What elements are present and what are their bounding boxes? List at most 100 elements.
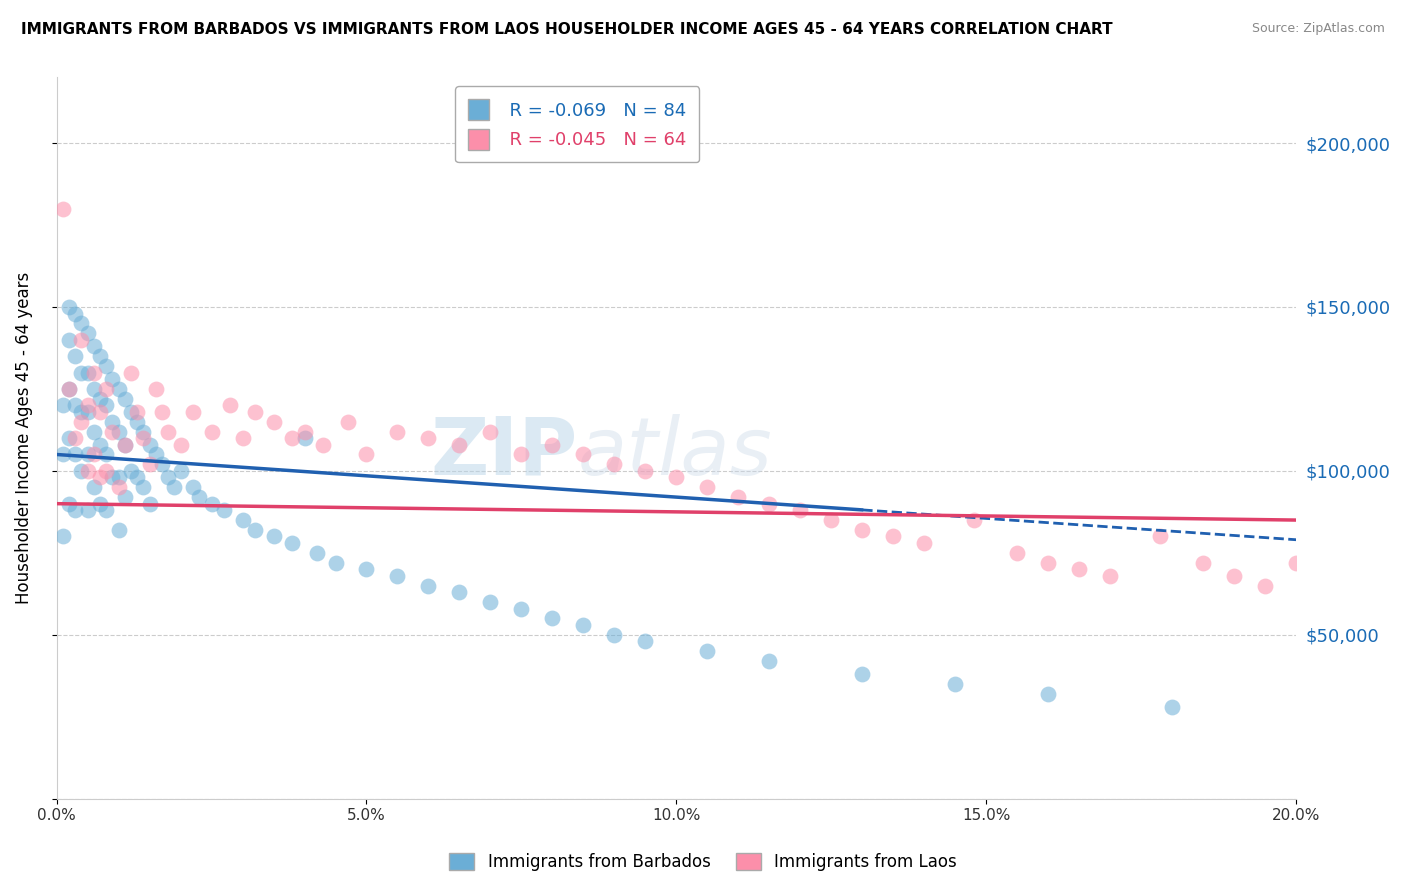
Point bbox=[281, 536, 304, 550]
Point bbox=[294, 431, 316, 445]
Point bbox=[120, 405, 142, 419]
Point bbox=[145, 382, 167, 396]
Point bbox=[169, 464, 191, 478]
Point bbox=[603, 458, 626, 472]
Point bbox=[387, 425, 409, 439]
Point bbox=[120, 366, 142, 380]
Point bbox=[634, 464, 657, 478]
Point bbox=[70, 316, 93, 330]
Point bbox=[163, 480, 186, 494]
Point bbox=[1149, 529, 1171, 543]
Point bbox=[1069, 562, 1091, 576]
Point bbox=[479, 595, 502, 609]
Point bbox=[89, 392, 111, 406]
Point bbox=[572, 618, 595, 632]
Point bbox=[83, 382, 105, 396]
Point bbox=[76, 503, 98, 517]
Point bbox=[603, 628, 626, 642]
Point bbox=[58, 497, 80, 511]
Point bbox=[634, 634, 657, 648]
Point bbox=[76, 464, 98, 478]
Point bbox=[89, 437, 111, 451]
Point bbox=[114, 437, 136, 451]
Point bbox=[114, 392, 136, 406]
Point bbox=[150, 458, 173, 472]
Point bbox=[1038, 556, 1060, 570]
Text: atlas: atlas bbox=[578, 414, 772, 491]
Point bbox=[132, 480, 155, 494]
Point bbox=[96, 398, 118, 412]
Point bbox=[89, 405, 111, 419]
Point bbox=[169, 437, 191, 451]
Point bbox=[789, 503, 811, 517]
Point bbox=[943, 677, 966, 691]
Point bbox=[127, 405, 149, 419]
Point bbox=[83, 448, 105, 462]
Point bbox=[127, 470, 149, 484]
Point bbox=[101, 372, 124, 386]
Point bbox=[263, 415, 285, 429]
Point bbox=[63, 503, 86, 517]
Point bbox=[449, 585, 471, 599]
Point bbox=[114, 490, 136, 504]
Point bbox=[83, 425, 105, 439]
Point bbox=[305, 546, 328, 560]
Point bbox=[263, 529, 285, 543]
Point bbox=[70, 464, 93, 478]
Point bbox=[52, 448, 75, 462]
Point bbox=[1285, 556, 1308, 570]
Point bbox=[63, 448, 86, 462]
Point bbox=[132, 431, 155, 445]
Point bbox=[356, 562, 378, 576]
Point bbox=[541, 611, 564, 625]
Point bbox=[1161, 700, 1184, 714]
Point bbox=[107, 523, 129, 537]
Point bbox=[356, 448, 378, 462]
Point bbox=[58, 300, 80, 314]
Point bbox=[181, 405, 204, 419]
Text: ZIP: ZIP bbox=[430, 414, 578, 491]
Point bbox=[138, 497, 160, 511]
Point bbox=[107, 425, 129, 439]
Point bbox=[912, 536, 935, 550]
Point bbox=[851, 523, 873, 537]
Point bbox=[114, 437, 136, 451]
Point bbox=[243, 523, 266, 537]
Point bbox=[1254, 579, 1277, 593]
Point bbox=[138, 437, 160, 451]
Point bbox=[696, 644, 718, 658]
Point bbox=[219, 398, 242, 412]
Point bbox=[58, 382, 80, 396]
Point bbox=[107, 382, 129, 396]
Point bbox=[572, 448, 595, 462]
Point bbox=[758, 654, 780, 668]
Point bbox=[127, 415, 149, 429]
Point bbox=[96, 382, 118, 396]
Point bbox=[1038, 687, 1060, 701]
Point bbox=[696, 480, 718, 494]
Point bbox=[418, 431, 440, 445]
Point bbox=[76, 326, 98, 341]
Point bbox=[232, 431, 254, 445]
Point bbox=[294, 425, 316, 439]
Point bbox=[76, 448, 98, 462]
Point bbox=[70, 415, 93, 429]
Point bbox=[101, 470, 124, 484]
Point bbox=[132, 425, 155, 439]
Point bbox=[70, 366, 93, 380]
Point bbox=[727, 490, 749, 504]
Point bbox=[479, 425, 502, 439]
Point bbox=[150, 405, 173, 419]
Point bbox=[181, 480, 204, 494]
Point bbox=[52, 529, 75, 543]
Point bbox=[83, 366, 105, 380]
Point bbox=[449, 437, 471, 451]
Y-axis label: Householder Income Ages 45 - 64 years: Householder Income Ages 45 - 64 years bbox=[15, 272, 32, 604]
Point bbox=[96, 464, 118, 478]
Legend: Immigrants from Barbados, Immigrants from Laos: Immigrants from Barbados, Immigrants fro… bbox=[441, 845, 965, 880]
Point bbox=[76, 398, 98, 412]
Point bbox=[200, 425, 222, 439]
Point bbox=[882, 529, 904, 543]
Point bbox=[107, 470, 129, 484]
Point bbox=[510, 448, 533, 462]
